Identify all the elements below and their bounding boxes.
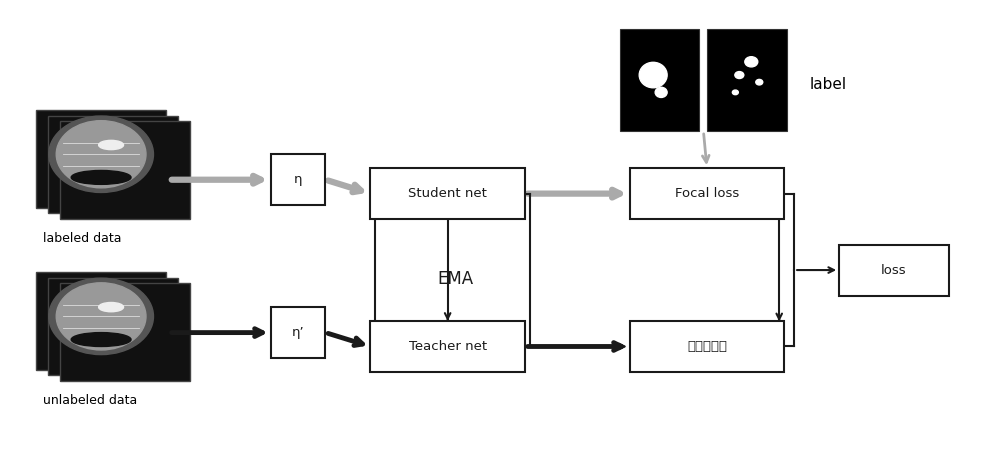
Text: Focal loss: Focal loss — [675, 187, 739, 200]
Ellipse shape — [56, 283, 146, 350]
FancyBboxPatch shape — [271, 307, 325, 358]
Ellipse shape — [56, 121, 146, 188]
Text: 一致性损失: 一致性损失 — [687, 340, 727, 353]
Text: loss: loss — [881, 264, 907, 276]
FancyBboxPatch shape — [60, 283, 190, 381]
Text: unlabeled data: unlabeled data — [43, 394, 138, 407]
FancyBboxPatch shape — [370, 168, 525, 219]
Text: EMA: EMA — [437, 270, 473, 288]
Ellipse shape — [49, 278, 153, 355]
FancyBboxPatch shape — [48, 278, 178, 375]
Ellipse shape — [71, 171, 131, 185]
FancyBboxPatch shape — [271, 154, 325, 205]
Ellipse shape — [735, 72, 744, 78]
Ellipse shape — [99, 140, 124, 150]
Ellipse shape — [71, 333, 131, 347]
FancyBboxPatch shape — [707, 29, 787, 131]
FancyBboxPatch shape — [630, 321, 784, 372]
Ellipse shape — [49, 116, 153, 192]
FancyBboxPatch shape — [60, 121, 190, 219]
Ellipse shape — [745, 57, 758, 67]
FancyBboxPatch shape — [36, 110, 166, 207]
Text: Teacher net: Teacher net — [409, 340, 487, 353]
FancyBboxPatch shape — [36, 272, 166, 370]
Ellipse shape — [639, 62, 667, 88]
FancyBboxPatch shape — [620, 29, 699, 131]
Text: label: label — [809, 77, 846, 92]
Text: labeled data: labeled data — [43, 232, 122, 245]
Ellipse shape — [732, 90, 738, 95]
Text: Student net: Student net — [408, 187, 487, 200]
Text: η’: η’ — [292, 326, 304, 339]
Ellipse shape — [99, 302, 124, 312]
FancyBboxPatch shape — [370, 321, 525, 372]
Text: η: η — [294, 173, 302, 186]
FancyBboxPatch shape — [630, 168, 784, 219]
FancyBboxPatch shape — [839, 245, 949, 295]
Ellipse shape — [756, 79, 763, 85]
FancyBboxPatch shape — [48, 116, 178, 213]
Ellipse shape — [655, 87, 667, 97]
